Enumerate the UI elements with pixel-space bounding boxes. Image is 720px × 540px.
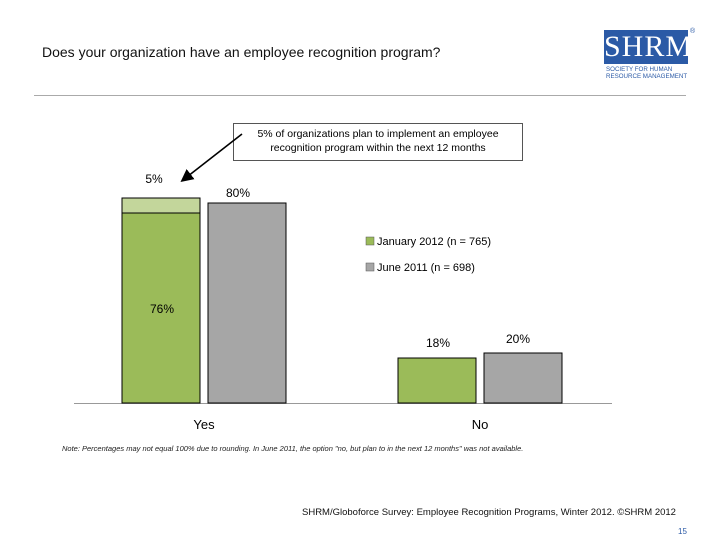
x-tick-label-no: No [472, 417, 489, 432]
data-label-jan2012-yes: 76% [150, 302, 174, 316]
data-label-jun2011-yes: 80% [226, 186, 250, 200]
bar-jan2012-plan-yes [121, 197, 201, 214]
header-divider [34, 95, 686, 96]
page-title: Does your organization have an employee … [42, 44, 441, 60]
chart-callout: 5% of organizations plan to implement an… [233, 123, 523, 161]
data-label-jun2011-no: 20% [506, 332, 530, 346]
legend-label-jun2011: June 2011 (n = 698) [377, 262, 475, 274]
legend-swatch-jan2012 [365, 236, 375, 246]
x-tick-label-yes: Yes [193, 417, 215, 432]
bar-jun2011-no [483, 352, 563, 404]
bar-jan2012-yes [121, 212, 201, 404]
callout-arrow [180, 133, 243, 182]
logo-wordmark: SHRM [604, 30, 694, 64]
source-citation: SHRM/Globoforce Survey: Employee Recogni… [302, 507, 676, 518]
shrm-logo: SHRM ® Society for Human Resource Manage… [604, 28, 695, 92]
legend-swatch-jun2011 [365, 262, 375, 272]
logo-registered-mark: ® [690, 28, 696, 35]
logo-subtitle: Society for Human Resource Management [606, 66, 688, 81]
legend-label-jan2012: January 2012 (n = 765) [377, 236, 491, 248]
data-label-plan-yes: 5% [145, 172, 163, 186]
bar-jan2012-no [397, 357, 477, 404]
data-label-jan2012-no: 18% [426, 336, 450, 350]
footnote: Note: Percentages may not equal 100% due… [62, 444, 524, 453]
page-number: 15 [678, 527, 687, 536]
bar-jun2011-yes [207, 202, 287, 404]
